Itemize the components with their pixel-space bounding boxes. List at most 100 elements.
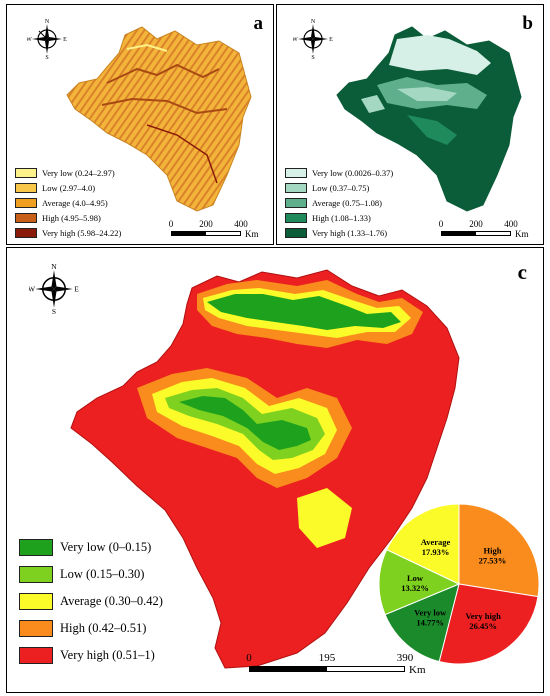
pie-slice-value-label: 17.93% xyxy=(422,547,450,557)
legend-swatch xyxy=(19,620,53,637)
legend-b-item: Very low (0.0026–0.37) xyxy=(285,165,393,180)
map-a xyxy=(66,26,252,212)
compass-rose-icon: N S W E xyxy=(27,19,67,59)
scale-tick: 390 xyxy=(396,652,414,664)
pie-slice-value-label: 13.32% xyxy=(401,583,429,593)
compass-s: S xyxy=(311,55,314,59)
compass-s: S xyxy=(45,55,48,59)
pie-slice-very-high xyxy=(438,583,539,665)
legend-swatch xyxy=(19,647,53,664)
legend-label: Low (2.97–4.0) xyxy=(42,182,96,193)
legend-swatch xyxy=(285,197,307,208)
legend-label: High (4.95–5.98) xyxy=(42,212,101,223)
pie-slice-value-label: 14.77% xyxy=(416,617,444,627)
panel-label-b: b xyxy=(522,13,533,34)
panel-label-a: a xyxy=(253,13,264,34)
compass-n: N xyxy=(51,264,57,271)
pie-slice-name-label: Very high xyxy=(465,611,501,621)
legend-swatch xyxy=(15,167,37,178)
panel-b: N S W E b Very low (0.0026–0.37) Low (0.… xyxy=(276,4,544,245)
compass-rose-icon: N S W E xyxy=(29,264,79,314)
legend-a: Very low (0.24–2.97) Low (2.97–4.0) Aver… xyxy=(15,165,121,240)
pie-slice-value-label: 26.45% xyxy=(469,621,497,631)
legend-label: Very high (5.98–24.22) xyxy=(42,227,122,238)
pie-slice-average xyxy=(386,503,460,585)
scale-tick: 0 xyxy=(168,219,174,229)
compass-rose-icon: N S W E xyxy=(293,19,333,59)
legend-label: Low (0.37–0.75) xyxy=(312,182,370,193)
legend-a-item: Average (4.0–4.95) xyxy=(15,195,121,210)
legend-swatch xyxy=(285,182,307,193)
legend-b-item: High (1.08–1.33) xyxy=(285,210,393,225)
pie-slice-name-label: Average xyxy=(421,537,451,547)
pie-slice-name-label: High xyxy=(484,545,502,555)
scale-bar-b: 0 200 400 Km xyxy=(438,219,529,239)
pie-slice-high xyxy=(458,503,540,598)
legend-label: Average (0.30–0.42) xyxy=(60,594,163,608)
panel-a: N S W E a Very low (0.24–2.97) Low (2.97… xyxy=(6,4,274,245)
legend-c: Very low (0–0.15) Low (0.15–0.30) Averag… xyxy=(19,534,163,669)
map-c xyxy=(70,269,460,669)
legend-a-item: High (4.95–5.98) xyxy=(15,210,121,225)
map-b xyxy=(336,26,522,212)
legend-c-item: Average (0.30–0.42) xyxy=(19,588,163,615)
legend-c-item: Low (0.15–0.30) xyxy=(19,561,163,588)
legend-swatch xyxy=(15,197,37,208)
scale-unit: Km xyxy=(515,229,529,239)
compass-e: E xyxy=(74,285,79,294)
pie-slice-very-low xyxy=(384,583,460,663)
compass-e: E xyxy=(63,37,67,43)
legend-a-item: Low (2.97–4.0) xyxy=(15,180,121,195)
legend-c-item: Very high (0.51–1) xyxy=(19,642,163,669)
legend-c-item: High (0.42–0.51) xyxy=(19,615,163,642)
legend-label: Very high (1.33–1.76) xyxy=(312,227,388,238)
scale-tick: 400 xyxy=(234,219,248,229)
scale-tick: 0 xyxy=(438,219,444,229)
legend-a-item: Very high (5.98–24.22) xyxy=(15,225,121,240)
legend-swatch xyxy=(15,227,37,238)
compass-w: W xyxy=(27,37,32,43)
legend-label: Very low (0.0026–0.37) xyxy=(312,167,394,178)
legend-swatch xyxy=(285,227,307,238)
scale-tick: 200 xyxy=(469,219,483,229)
scale-tick: 200 xyxy=(199,219,213,229)
legend-a-item: Very low (0.24–2.97) xyxy=(15,165,121,180)
pie-slice-name-label: Low xyxy=(407,573,424,583)
compass-w: W xyxy=(29,285,36,294)
legend-b: Very low (0.0026–0.37) Low (0.37–0.75) A… xyxy=(285,165,393,240)
scale-unit: Km xyxy=(409,664,426,676)
compass-s: S xyxy=(52,307,56,314)
legend-label: Average (0.75–1.08) xyxy=(312,197,382,208)
panel-label-c: c xyxy=(517,260,527,284)
scale-unit: Km xyxy=(245,229,259,239)
legend-c-item: Very low (0–0.15) xyxy=(19,534,163,561)
legend-swatch xyxy=(19,566,53,583)
legend-label: High (0.42–0.51) xyxy=(60,621,147,635)
legend-swatch xyxy=(19,539,53,556)
compass-n: N xyxy=(311,19,316,25)
compass-w: W xyxy=(293,37,298,43)
legend-label: Very low (0.24–2.97) xyxy=(42,167,115,178)
legend-b-item: Very high (1.33–1.76) xyxy=(285,225,393,240)
legend-b-item: Average (0.75–1.08) xyxy=(285,195,393,210)
legend-swatch xyxy=(15,182,37,193)
legend-swatch xyxy=(285,167,307,178)
legend-b-item: Low (0.37–0.75) xyxy=(285,180,393,195)
scale-bar-c: 0 195 390 Km xyxy=(246,652,425,676)
pie-slice-low xyxy=(378,548,461,616)
scale-tick: 195 xyxy=(318,652,336,664)
legend-label: Low (0.15–0.30) xyxy=(60,567,145,581)
legend-swatch xyxy=(19,593,53,610)
legend-label: Average (4.0–4.95) xyxy=(42,197,108,208)
scale-tick: 400 xyxy=(504,219,518,229)
legend-swatch xyxy=(15,212,37,223)
legend-label: Very high (0.51–1) xyxy=(60,648,155,662)
panel-c: N S W E c Very low (0–0.15) Low (0.15–0.… xyxy=(6,247,544,693)
scale-tick: 0 xyxy=(246,652,252,664)
compass-n: N xyxy=(45,19,50,25)
legend-label: Very low (0–0.15) xyxy=(60,540,152,554)
pie-slice-name-label: Very low xyxy=(414,607,447,617)
pie-slice-value-label: 27.53% xyxy=(479,555,507,565)
legend-swatch xyxy=(285,212,307,223)
